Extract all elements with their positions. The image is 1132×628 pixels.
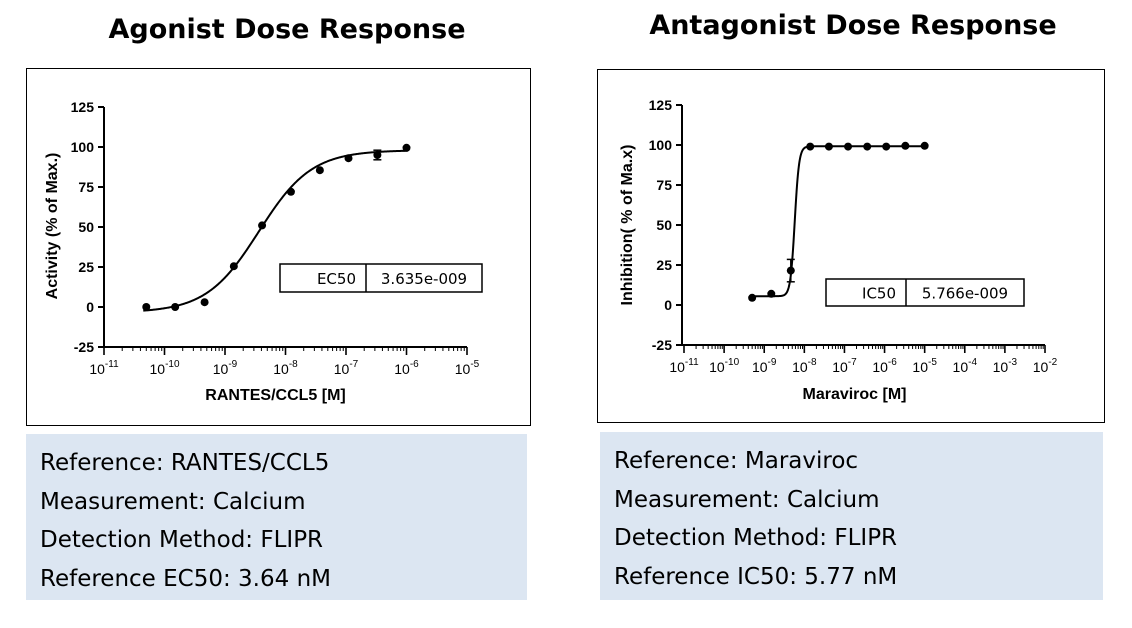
agonist-x-tick-label: 10-10 <box>149 359 179 377</box>
antagonist-data-point <box>882 142 891 151</box>
agonist-x-tick-label: 10-9 <box>213 359 238 377</box>
antagonist-data-point <box>863 142 872 151</box>
agonist-info-box: Reference: RANTES/CCL5 Measurement: Calc… <box>26 434 527 600</box>
antagonist-data-point <box>920 141 929 150</box>
antagonist-info-box: Reference: Maraviroc Measurement: Calciu… <box>600 432 1103 600</box>
agonist-y-tick-label: 50 <box>78 219 94 235</box>
antagonist-chart-title: Antagonist Dose Response <box>649 10 1057 41</box>
antagonist-y-axis-label: Inhibition( % of Ma.x) <box>619 145 636 306</box>
agonist-y-tick-label: 100 <box>71 139 95 155</box>
antagonist-annotation-value: 5.766e-009 <box>922 285 1008 303</box>
antagonist-data-point <box>844 142 853 151</box>
agonist-detection-method: Detection Method: FLIPR <box>40 527 324 553</box>
antagonist-x-tick-label: 10-6 <box>872 357 897 375</box>
agonist-reference-ec50: Reference EC50: 3.64 nM <box>40 565 331 592</box>
agonist-x-tick-label: 10-11 <box>89 359 119 377</box>
agonist-data-point <box>142 303 151 311</box>
antagonist-x-tick-label: 10-5 <box>912 357 937 375</box>
agonist-y-tick-label: 0 <box>86 299 94 315</box>
agonist-annotation-label: EC50 <box>317 270 356 288</box>
agonist-x-axis-label: RANTES/CCL5 [M] <box>205 387 345 404</box>
antagonist-y-tick-label: -25 <box>652 337 672 353</box>
antagonist-data-point <box>748 293 757 302</box>
agonist-reference: Reference: RANTES/CCL5 <box>40 450 330 476</box>
antagonist-x-tick-label: 10-3 <box>993 357 1018 375</box>
agonist-data-point <box>171 303 180 311</box>
agonist-measurement: Measurement: Calcium <box>40 488 306 515</box>
agonist-data-point <box>373 151 382 159</box>
agonist-fit-curve <box>143 149 408 312</box>
antagonist-x-tick-label: 10-9 <box>752 357 777 375</box>
antagonist-data-point <box>806 142 815 151</box>
antagonist-data-point <box>767 289 776 298</box>
antagonist-reference: Reference: Maraviroc <box>614 448 859 474</box>
agonist-y-axis-label: Activity (% of Max.) <box>44 153 61 300</box>
antagonist-reference-ic50: Reference IC50: 5.77 nM <box>614 563 898 590</box>
antagonist-fit-curve <box>750 145 926 298</box>
agonist-data-point <box>229 262 238 271</box>
antagonist-x-tick-label: 10-7 <box>832 357 857 375</box>
agonist-x-tick-label: 10-5 <box>455 359 480 377</box>
agonist-x-tick-label: 10-7 <box>334 359 359 377</box>
agonist-data-point <box>258 221 267 230</box>
agonist-y-tick-label: 25 <box>78 259 94 275</box>
antagonist-data-point <box>901 141 910 150</box>
antagonist-y-tick-label: 125 <box>649 97 673 113</box>
antagonist-x-tick-label: 10-8 <box>792 357 817 375</box>
antagonist-y-tick-label: 100 <box>649 137 673 153</box>
agonist-data-point <box>344 154 353 163</box>
antagonist-y-tick-label: 75 <box>656 177 672 193</box>
antagonist-x-tick-label: 10-11 <box>669 357 699 375</box>
agonist-chart-frame <box>26 68 531 426</box>
antagonist-annotation-box <box>825 278 1025 307</box>
agonist-annotation-value: 3.635e-009 <box>381 270 467 288</box>
antagonist-x-tick-label: 10-10 <box>709 357 739 375</box>
agonist-y-tick-label: 75 <box>78 179 94 195</box>
agonist-data-point <box>402 143 411 152</box>
agonist-data-point <box>315 166 324 175</box>
agonist-chart-title: Agonist Dose Response <box>108 14 466 45</box>
agonist-data-point <box>286 187 295 196</box>
agonist-y-tick-label: 125 <box>71 99 95 115</box>
antagonist-y-tick-label: 25 <box>656 257 672 273</box>
antagonist-detection-method: Detection Method: FLIPR <box>614 525 898 551</box>
agonist-x-tick-label: 10-6 <box>394 359 419 377</box>
agonist-x-tick-label: 10-8 <box>273 359 298 377</box>
antagonist-annotation-label: IC50 <box>862 285 896 303</box>
agonist-annotation-box <box>279 263 483 293</box>
antagonist-data-point <box>824 142 833 151</box>
agonist-y-tick-label: -25 <box>74 339 94 355</box>
antagonist-measurement: Measurement: Calcium <box>614 486 880 513</box>
antagonist-x-axis-label: Maraviroc [M] <box>802 386 906 403</box>
antagonist-data-point <box>786 266 795 275</box>
antagonist-x-tick-label: 10-4 <box>953 357 978 375</box>
antagonist-y-tick-label: 50 <box>656 217 672 233</box>
antagonist-y-tick-label: 0 <box>664 297 672 313</box>
agonist-data-point <box>200 298 209 307</box>
antagonist-x-tick-label: 10-2 <box>1033 357 1058 375</box>
